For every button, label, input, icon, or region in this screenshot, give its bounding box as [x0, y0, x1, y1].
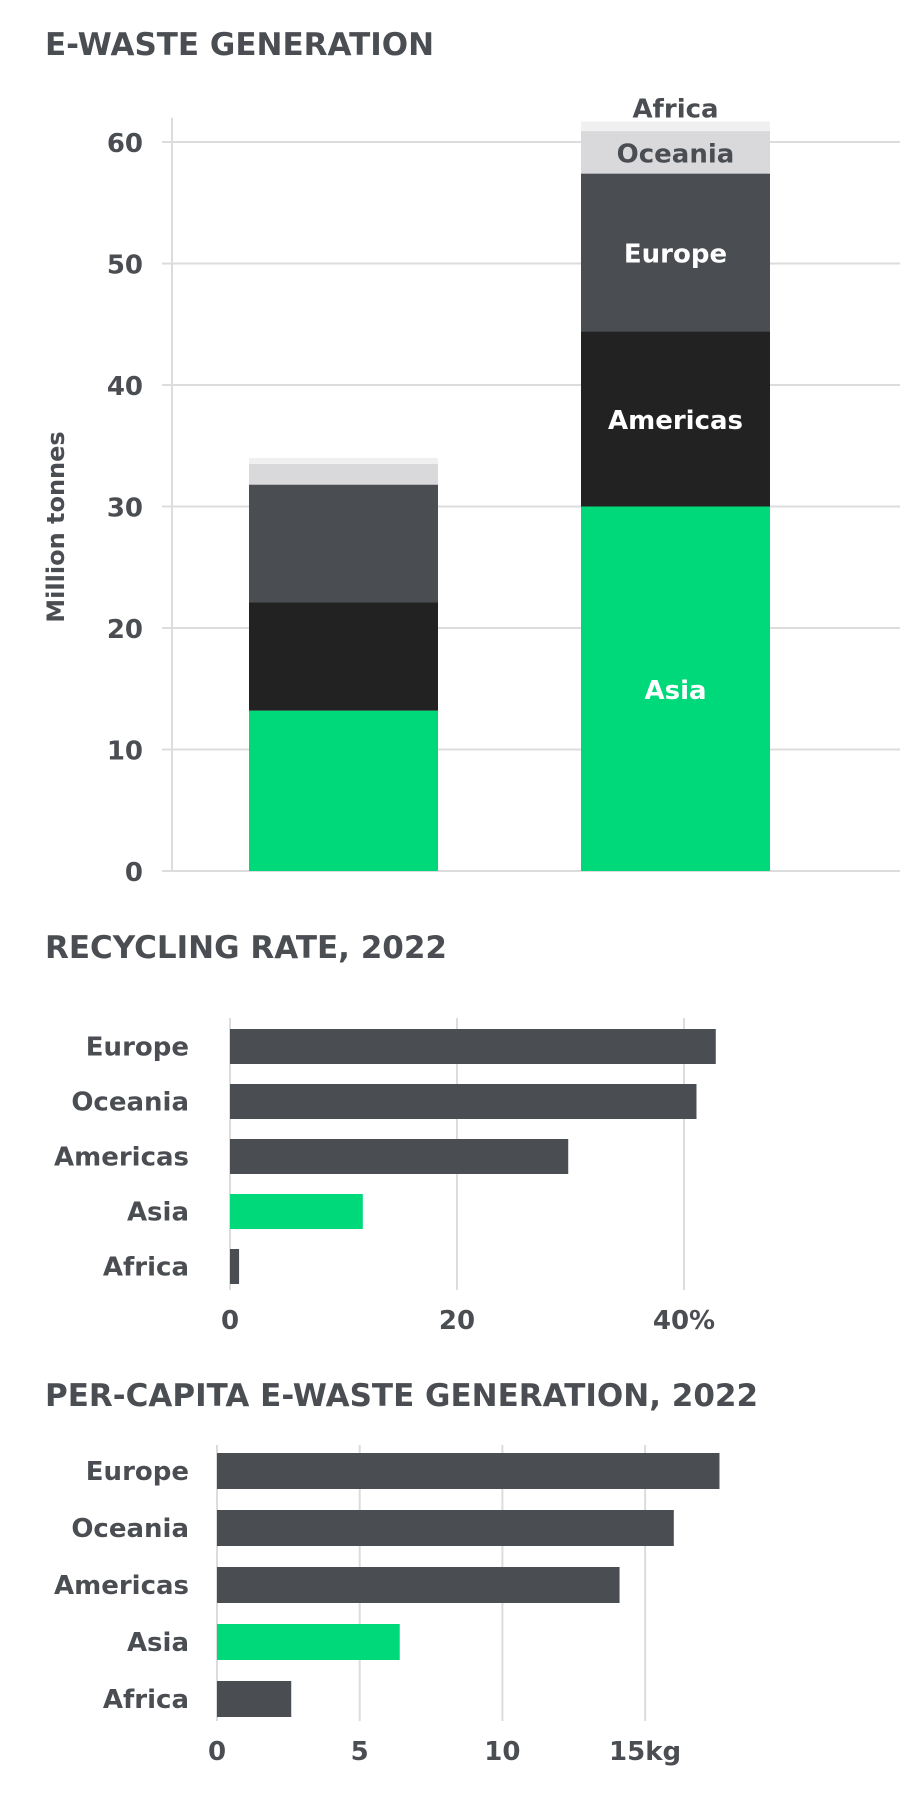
bar-oceania — [217, 1510, 674, 1546]
per-capita-bar-chart: 0 5 10 15kg Europe Oceania Americas Asia Africa — [54, 1445, 720, 1767]
bar-segment-africa — [249, 457, 438, 464]
segment-label-europe: Europe — [624, 240, 727, 270]
bar-oceania — [230, 1084, 697, 1119]
recycling-bar-chart: 0 20 40% Europe Oceania Americas Asia Africa — [54, 1018, 716, 1336]
bar-africa — [230, 1249, 240, 1284]
y-tick-label: 50 — [107, 251, 143, 281]
category-label-africa: Africa — [103, 1685, 189, 1715]
segment-label-americas: Americas — [608, 406, 743, 436]
category-label-europe: Europe — [86, 1033, 189, 1063]
x-tick-label: 15kg — [609, 1737, 681, 1767]
y-tick-label: 40 — [107, 372, 143, 402]
x-tick-label: 0 — [208, 1737, 226, 1767]
bar-segment-europe — [581, 173, 770, 332]
bar-europe — [230, 1029, 716, 1064]
category-label-americas: Americas — [54, 1571, 189, 1601]
category-label-europe: Europe — [86, 1457, 189, 1487]
category-label-asia: Asia — [127, 1198, 189, 1228]
category-label-americas: Americas — [54, 1143, 189, 1173]
bar-segment-asia — [249, 710, 438, 871]
x-tick-label: 0 — [221, 1306, 239, 1336]
y-tick-label: 30 — [107, 494, 143, 524]
category-label-oceania: Oceania — [71, 1514, 189, 1544]
y-tick-label: 20 — [107, 615, 143, 645]
bar-segment-oceania — [249, 463, 438, 485]
bar-asia — [217, 1624, 400, 1660]
y-tick-label: 60 — [107, 129, 143, 159]
bar-segment-americas — [249, 602, 438, 711]
bar-segment-americas — [581, 331, 770, 507]
bar-segment-africa — [581, 121, 770, 132]
segment-label-oceania: Oceania — [617, 139, 735, 169]
bar-americas — [230, 1139, 569, 1174]
bar-americas — [217, 1567, 620, 1603]
y-axis-label: Million tonnes — [42, 431, 70, 622]
category-label-africa: Africa — [103, 1253, 189, 1283]
stacked-bar-chart: 0 10 20 30 40 50 60 Asia Americas Europe Oceania Af… — [107, 94, 900, 888]
y-tick-label: 10 — [107, 737, 143, 767]
x-tick-label: 10 — [484, 1737, 520, 1767]
bar-africa — [217, 1681, 292, 1717]
bar-asia — [230, 1194, 363, 1229]
x-tick-label: 20 — [439, 1306, 475, 1336]
bar-segment-europe — [249, 484, 438, 603]
x-tick-label: 40% — [653, 1306, 715, 1336]
chart-title-recycling: RECYCLING RATE, 2022 — [45, 930, 447, 966]
chart-title-ewaste: E-WASTE GENERATION — [45, 27, 434, 63]
segment-label-asia: Asia — [644, 676, 706, 706]
chart-title-per-capita: PER-CAPITA E-WASTE GENERATION, 2022 — [45, 1378, 758, 1414]
category-label-asia: Asia — [127, 1628, 189, 1658]
category-label-oceania: Oceania — [71, 1088, 189, 1118]
bar-segment-oceania — [581, 131, 770, 174]
bar-segment-asia — [581, 506, 770, 871]
segment-label-africa: Africa — [632, 94, 718, 124]
bar-europe — [217, 1453, 720, 1489]
y-tick-label: 0 — [125, 858, 143, 888]
x-tick-label: 5 — [351, 1737, 369, 1767]
